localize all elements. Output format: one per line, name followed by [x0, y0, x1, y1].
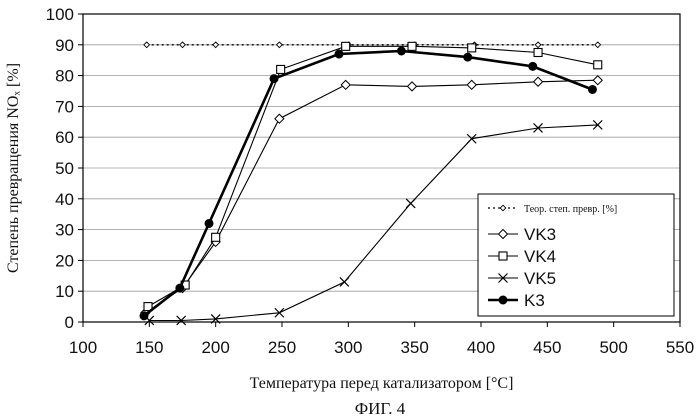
grid-lines [83, 44, 680, 292]
data-point [406, 81, 418, 92]
data-point [532, 76, 544, 87]
data-point-stroke [274, 307, 285, 318]
legend-label: K3 [524, 291, 545, 310]
y-tick-label: 90 [55, 36, 74, 55]
data-point-stroke [144, 315, 155, 326]
y-tick-label: 20 [55, 251, 74, 270]
x-tick-label: 200 [201, 338, 229, 357]
legend-box [477, 193, 675, 317]
data-point [407, 41, 417, 51]
y-tick-label: 60 [55, 128, 74, 147]
data-point [463, 52, 473, 62]
y-tick-label: 40 [55, 190, 74, 209]
data-point [498, 251, 508, 261]
series [143, 41, 603, 312]
y-tick-label: 10 [55, 282, 74, 301]
y-axis-title: Степень превращения NOₓ [%] [5, 63, 22, 273]
data-point [594, 41, 602, 49]
data-point [274, 307, 285, 318]
data-point [593, 60, 603, 70]
data-point [466, 79, 477, 91]
x-tick-label: 450 [533, 338, 561, 357]
data-point [269, 74, 279, 84]
data-point-stroke [533, 123, 543, 133]
data-point [528, 61, 538, 71]
y-tick-label: 80 [55, 67, 74, 86]
data-point [497, 228, 509, 240]
data-point [204, 218, 214, 228]
data-point [534, 41, 542, 49]
data-point [499, 204, 507, 212]
data-point [592, 119, 603, 130]
data-point [275, 41, 283, 49]
y-tick-label: 30 [55, 221, 74, 240]
x-tick-label: 550 [666, 338, 694, 357]
legend-label: VK5 [524, 269, 556, 288]
data-point [175, 283, 185, 293]
data-point [139, 311, 149, 321]
data-point [339, 277, 350, 287]
data-point [334, 49, 344, 59]
data-point [143, 302, 153, 312]
legend-label: VK3 [524, 225, 556, 244]
y-tick-label: 0 [65, 313, 74, 332]
data-point-stroke [339, 277, 350, 287]
data-point [211, 232, 221, 242]
data-point [176, 315, 187, 326]
series-layer [139, 41, 603, 326]
tick-labels: 0 10 20 30 40 50 60 70 80 90 100 100 150 200 250 300 350… [46, 5, 695, 357]
data-point-stroke [498, 273, 508, 283]
data-point [587, 84, 597, 94]
data-point [466, 133, 477, 144]
data-point [533, 123, 543, 133]
figure-caption: ФИГ. 4 [355, 399, 406, 418]
data-point-stroke [405, 198, 416, 209]
data-point [467, 43, 477, 53]
data-point [592, 75, 603, 86]
x-tick-label: 250 [268, 338, 296, 357]
data-point [276, 64, 286, 74]
data-point [340, 79, 351, 91]
x-tick-label: 400 [467, 338, 495, 357]
data-point [396, 46, 406, 56]
x-tick-label: 350 [400, 338, 428, 357]
x-tick-label: 500 [599, 338, 627, 357]
y-tick-label: 70 [55, 97, 74, 116]
data-point [533, 47, 543, 58]
data-point [143, 41, 151, 49]
series [139, 46, 597, 321]
x-tick-label: 100 [69, 338, 97, 357]
x-axis-title: Температура перед катализатором [°C] [250, 375, 514, 392]
y-tick-label: 100 [46, 5, 74, 24]
x-tick-label: 300 [334, 338, 362, 357]
legend-label: Теор. степ. превр. [%] [524, 204, 617, 215]
data-point [274, 113, 285, 124]
data-point [179, 41, 186, 49]
data-point-stroke [466, 133, 477, 144]
data-point [341, 41, 351, 51]
y-tick-label: 50 [55, 159, 74, 178]
data-point [498, 295, 508, 305]
data-point [405, 198, 416, 209]
x-tick-label: 150 [135, 338, 163, 357]
data-point-stroke [592, 119, 603, 130]
series [144, 119, 603, 326]
data-point [498, 273, 508, 283]
legend: Теор. степ. превр. [%] VK3 VK4 VK5 K3 [477, 193, 675, 317]
data-point-stroke [176, 315, 187, 326]
legend-label: VK4 [524, 247, 556, 266]
data-point [212, 41, 220, 49]
